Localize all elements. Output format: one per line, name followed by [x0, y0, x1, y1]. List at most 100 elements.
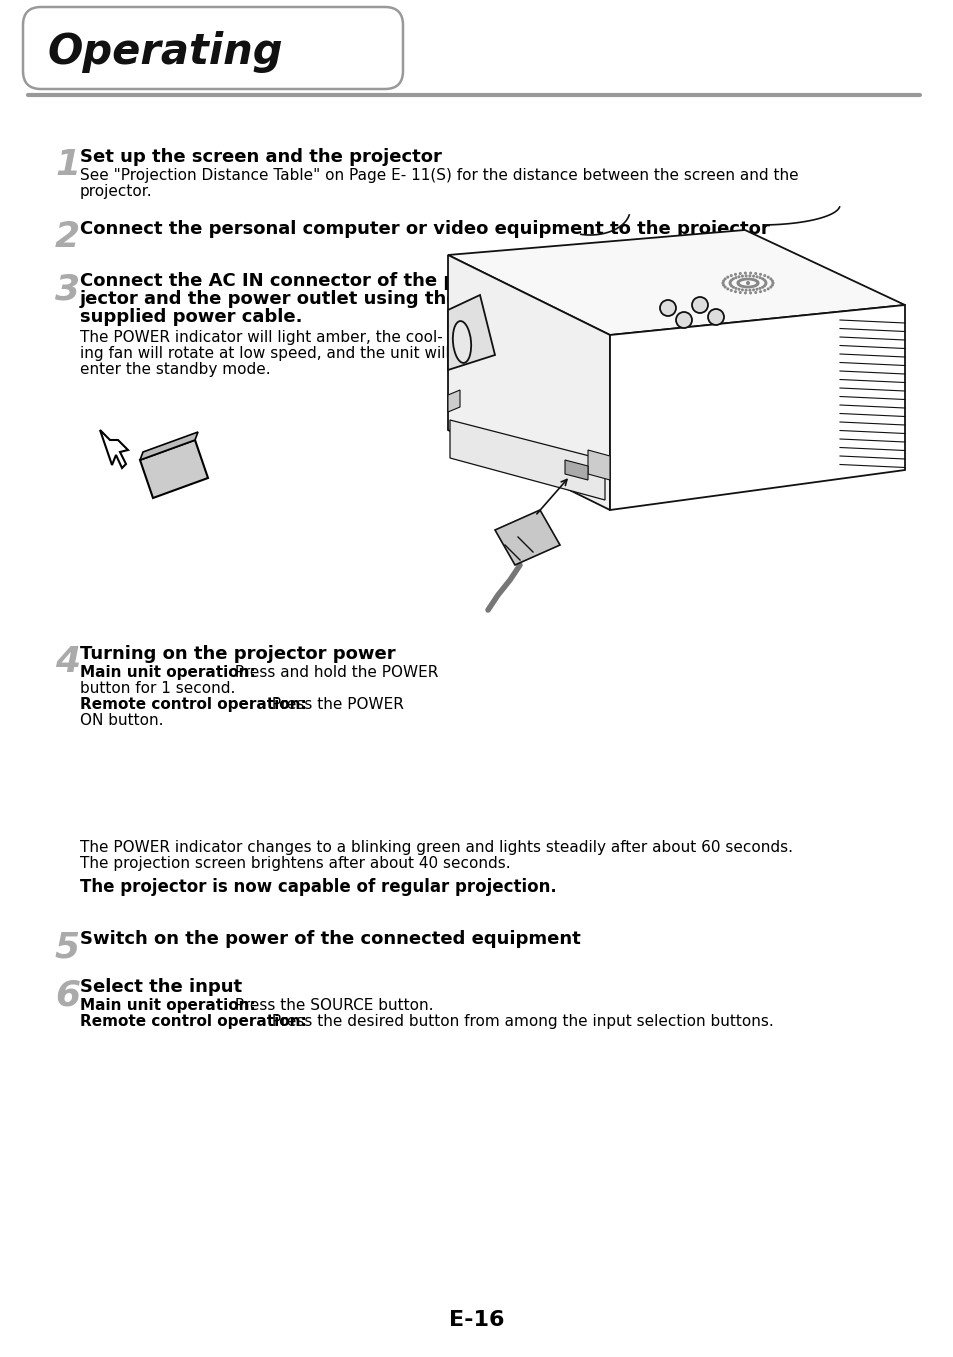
Circle shape	[737, 280, 740, 282]
Circle shape	[725, 288, 728, 290]
Circle shape	[736, 282, 739, 285]
Circle shape	[728, 280, 731, 284]
Circle shape	[691, 297, 707, 313]
Text: 2: 2	[55, 220, 80, 254]
Text: Turning on the projector power: Turning on the projector power	[80, 645, 395, 664]
Circle shape	[731, 286, 734, 289]
Circle shape	[745, 281, 749, 285]
Circle shape	[751, 274, 754, 278]
Circle shape	[754, 284, 757, 286]
Circle shape	[745, 281, 749, 285]
Circle shape	[745, 281, 749, 285]
Circle shape	[736, 281, 739, 285]
Circle shape	[745, 281, 749, 285]
Circle shape	[745, 281, 749, 285]
Text: The POWER indicator will light amber, the cool-: The POWER indicator will light amber, th…	[80, 330, 442, 345]
Text: The projector is now capable of regular projection.: The projector is now capable of regular …	[80, 878, 557, 896]
Circle shape	[721, 284, 724, 286]
Polygon shape	[450, 421, 604, 499]
Circle shape	[751, 288, 754, 292]
Circle shape	[756, 281, 759, 284]
Circle shape	[720, 281, 723, 285]
Circle shape	[738, 284, 740, 286]
Circle shape	[728, 281, 731, 285]
Circle shape	[745, 281, 749, 285]
Circle shape	[747, 285, 750, 289]
Text: Operating: Operating	[48, 31, 283, 73]
Text: Select the input: Select the input	[80, 978, 242, 996]
Polygon shape	[140, 440, 208, 498]
Circle shape	[749, 285, 752, 288]
Circle shape	[755, 275, 758, 278]
Text: E-16: E-16	[449, 1310, 504, 1330]
Circle shape	[729, 285, 732, 288]
Text: Press and hold the POWER: Press and hold the POWER	[230, 665, 437, 680]
Circle shape	[763, 280, 766, 284]
Circle shape	[745, 281, 749, 285]
Circle shape	[729, 289, 732, 292]
FancyBboxPatch shape	[23, 7, 402, 90]
Circle shape	[737, 284, 740, 286]
Circle shape	[744, 289, 747, 292]
Circle shape	[707, 309, 723, 324]
Circle shape	[745, 281, 749, 285]
Circle shape	[745, 281, 749, 285]
Circle shape	[742, 285, 745, 288]
Circle shape	[744, 278, 748, 281]
Text: button for 1 second.: button for 1 second.	[80, 681, 235, 696]
Circle shape	[745, 281, 749, 285]
Circle shape	[740, 274, 743, 278]
Circle shape	[725, 275, 728, 278]
Circle shape	[659, 300, 676, 316]
Polygon shape	[448, 255, 609, 510]
Circle shape	[745, 281, 749, 285]
Text: Remote control operation:: Remote control operation:	[80, 697, 307, 712]
Circle shape	[760, 286, 763, 289]
Circle shape	[745, 281, 749, 285]
Circle shape	[745, 281, 749, 285]
Text: See "Projection Distance Table" on Page E- 11(S) for the distance between the sc: See "Projection Distance Table" on Page …	[80, 168, 798, 183]
Text: 5: 5	[55, 930, 80, 963]
Circle shape	[723, 277, 726, 281]
Circle shape	[751, 285, 754, 288]
Circle shape	[770, 284, 773, 286]
Circle shape	[729, 274, 732, 277]
Text: 6: 6	[55, 978, 80, 1012]
Circle shape	[763, 281, 767, 285]
Circle shape	[753, 278, 756, 281]
Text: Main unit operation:: Main unit operation:	[80, 665, 255, 680]
Text: Switch on the power of the connected equipment: Switch on the power of the connected equ…	[80, 930, 580, 949]
Circle shape	[745, 281, 749, 285]
Circle shape	[734, 286, 737, 290]
Circle shape	[745, 281, 749, 285]
Text: Press the POWER: Press the POWER	[267, 697, 403, 712]
Circle shape	[742, 278, 745, 281]
Circle shape	[771, 281, 774, 285]
Circle shape	[762, 278, 765, 281]
Circle shape	[736, 281, 739, 284]
Circle shape	[745, 281, 749, 285]
Circle shape	[745, 281, 749, 285]
Polygon shape	[448, 229, 904, 335]
Circle shape	[755, 280, 758, 282]
Circle shape	[755, 284, 758, 286]
Polygon shape	[448, 294, 495, 370]
Circle shape	[738, 290, 741, 294]
Polygon shape	[495, 510, 559, 565]
Text: ON button.: ON button.	[80, 712, 163, 727]
Circle shape	[760, 277, 763, 281]
Circle shape	[745, 281, 749, 285]
Circle shape	[734, 275, 737, 280]
Circle shape	[745, 281, 749, 285]
Circle shape	[737, 275, 740, 278]
Circle shape	[745, 281, 749, 285]
Polygon shape	[140, 432, 198, 460]
Circle shape	[758, 286, 760, 290]
Circle shape	[770, 280, 773, 282]
Circle shape	[729, 278, 732, 281]
Circle shape	[747, 278, 750, 281]
Circle shape	[747, 289, 751, 292]
Text: Main unit operation:: Main unit operation:	[80, 997, 255, 1012]
Circle shape	[756, 281, 759, 285]
Circle shape	[738, 280, 740, 282]
